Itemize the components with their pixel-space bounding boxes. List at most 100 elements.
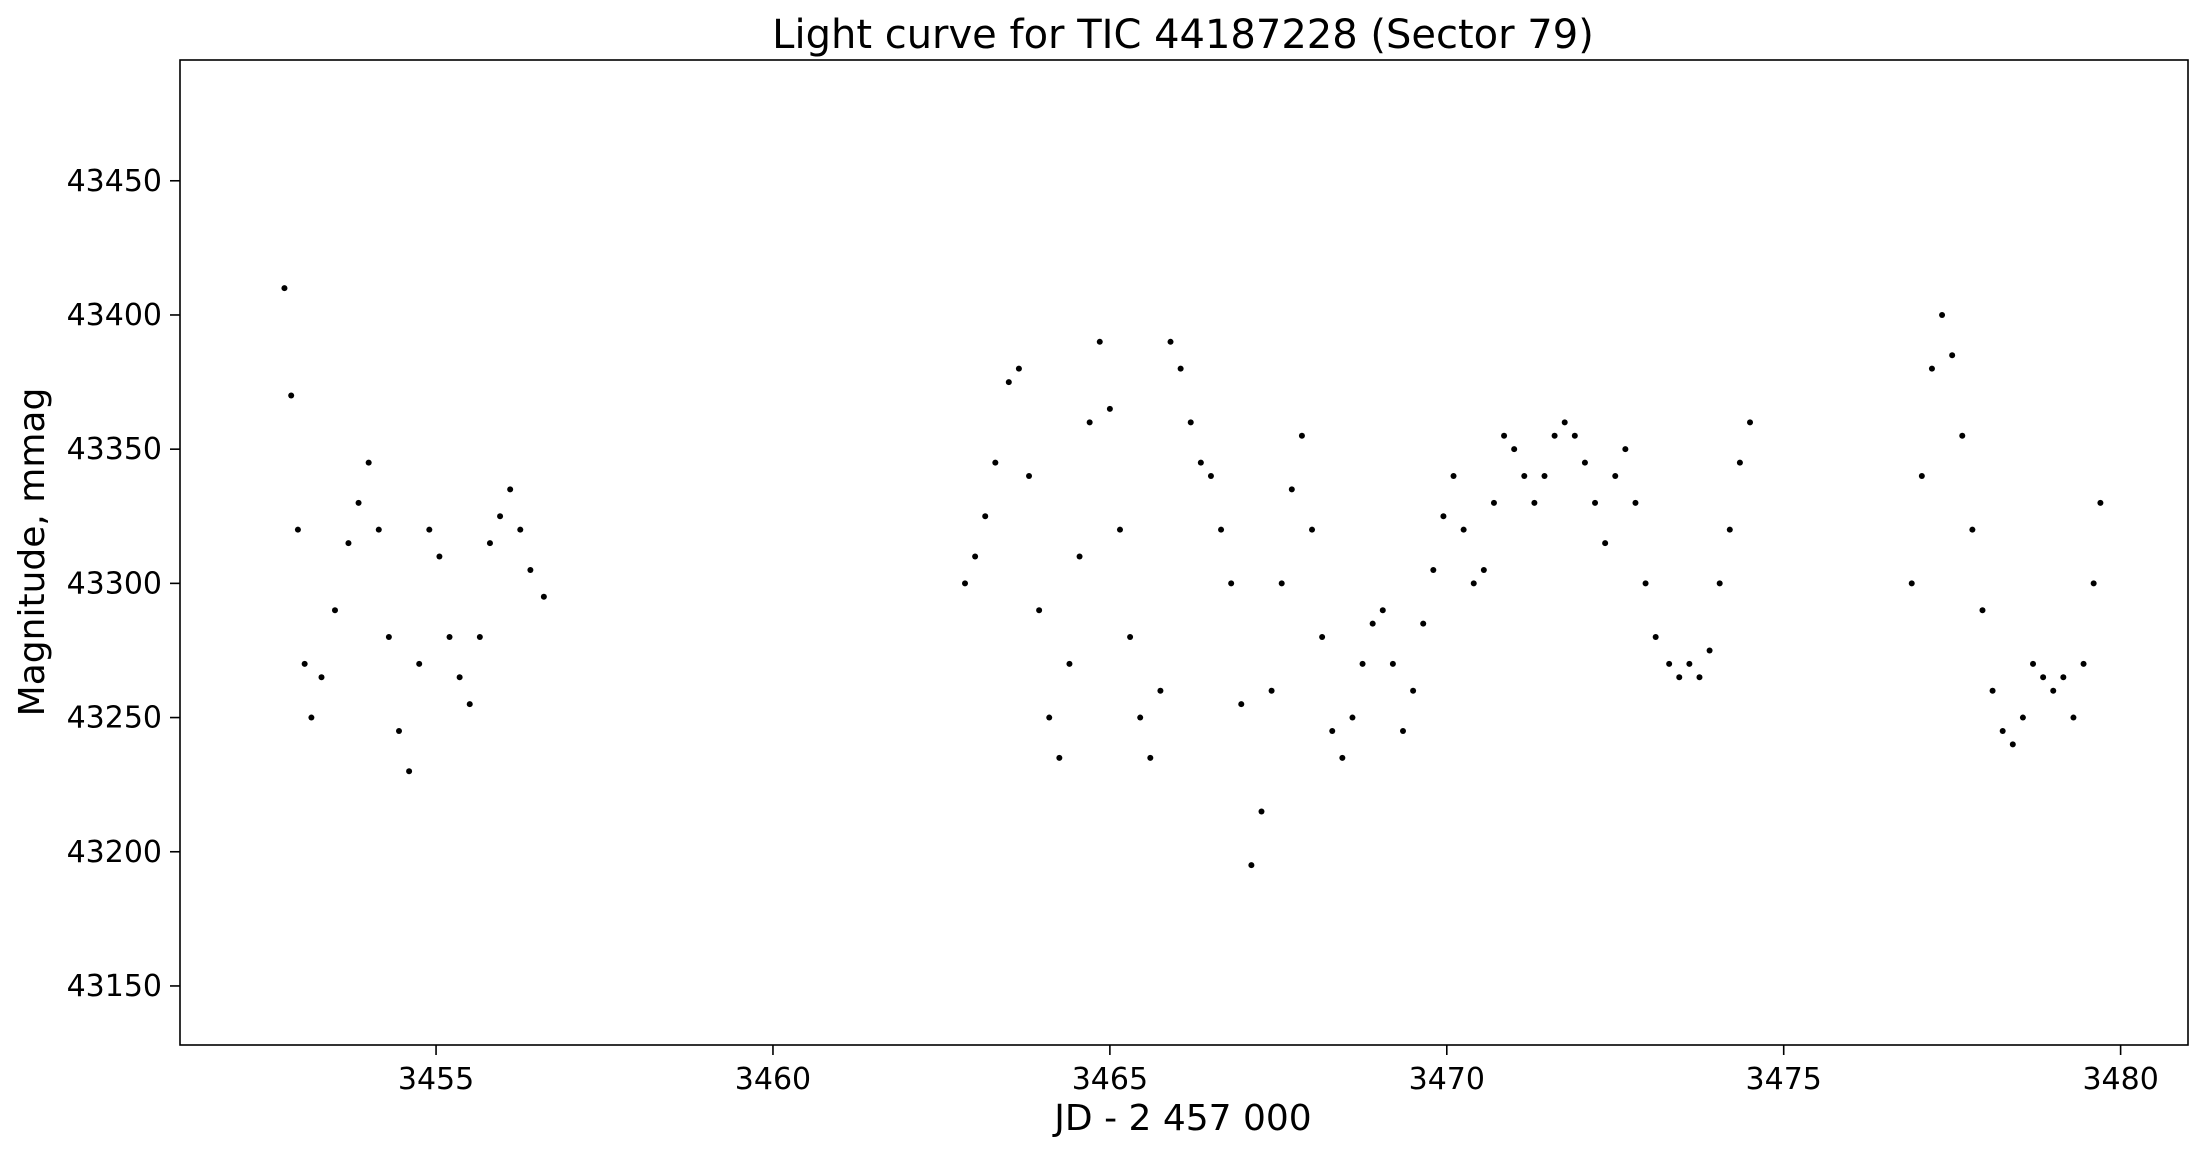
data-point [1036, 607, 1043, 614]
data-point [1046, 714, 1053, 721]
data-point [318, 674, 325, 681]
data-point [1076, 553, 1083, 560]
data-point [1716, 580, 1723, 587]
data-point [507, 486, 514, 493]
data-point [1511, 446, 1518, 453]
data-point [406, 768, 413, 775]
chart-title: Light curve for TIC 44187228 (Sector 79) [772, 12, 1594, 58]
data-point [1309, 526, 1316, 533]
data-point [1460, 526, 1467, 533]
data-point [1066, 660, 1073, 667]
data-point [476, 634, 483, 641]
x-tick-label: 3475 [1746, 1062, 1822, 1097]
data-point [1969, 526, 1976, 533]
data-point [1592, 499, 1599, 506]
data-point [1490, 499, 1497, 506]
data-point [1949, 352, 1956, 359]
data-point [375, 526, 382, 533]
data-point [2097, 499, 2104, 506]
data-point [436, 553, 443, 560]
data-point [982, 513, 989, 520]
data-point [331, 607, 338, 614]
data-point [1521, 473, 1528, 480]
y-tick-label: 43250 [67, 701, 162, 736]
x-tick-label: 3460 [735, 1062, 811, 1097]
data-point [1726, 526, 1733, 533]
data-point [1116, 526, 1123, 533]
data-point [1501, 432, 1508, 439]
data-point [1187, 419, 1194, 426]
data-point [1480, 566, 1487, 573]
data-point [1959, 432, 1966, 439]
data-point [2019, 714, 2026, 721]
data-point [1238, 701, 1245, 708]
data-point [1015, 365, 1022, 372]
data-point [1928, 365, 1935, 372]
y-tick-label: 43400 [67, 298, 162, 333]
data-point [426, 526, 433, 533]
data-point [446, 634, 453, 641]
data-point [1349, 714, 1356, 721]
data-point [1571, 432, 1578, 439]
data-point [1430, 566, 1437, 573]
data-point [365, 459, 372, 466]
data-point [2070, 714, 2077, 721]
data-point [466, 701, 473, 708]
data-point [1005, 379, 1012, 386]
data-point [1157, 687, 1164, 694]
data-point [1096, 338, 1103, 345]
data-point [992, 459, 999, 466]
data-point [1706, 647, 1713, 654]
data-point [1410, 687, 1417, 694]
data-point [1470, 580, 1477, 587]
data-point [1440, 513, 1447, 520]
x-axis-label: JD - 2 457 000 [1052, 1098, 1311, 1139]
data-point [1106, 405, 1113, 412]
data-point [1581, 459, 1588, 466]
data-point [345, 540, 352, 547]
y-axis-ticks: 43150 43200 43250 43300 43350 43400 43450 [67, 164, 180, 1004]
data-point [486, 540, 493, 547]
data-point [308, 714, 315, 721]
data-point [2090, 580, 2097, 587]
data-point [1389, 660, 1396, 667]
data-point [2009, 741, 2016, 748]
data-point [1642, 580, 1649, 587]
data-points [281, 285, 2104, 869]
data-point [1197, 459, 1204, 466]
data-point [1979, 607, 1986, 614]
data-point [2040, 674, 2047, 681]
data-point [1379, 607, 1386, 614]
data-point [1632, 499, 1639, 506]
data-point [1268, 687, 1275, 694]
data-point [1622, 446, 1629, 453]
data-point [301, 660, 308, 667]
x-tick-label: 3470 [1409, 1062, 1485, 1097]
data-point [1177, 365, 1184, 372]
x-axis-ticks: 3455 3460 3465 3470 3475 3480 [398, 1045, 2159, 1097]
data-point [395, 727, 402, 734]
data-point [2060, 674, 2067, 681]
data-point [527, 566, 534, 573]
x-tick-label: 3465 [1072, 1062, 1148, 1097]
x-tick-label: 3480 [2082, 1062, 2158, 1097]
data-point [1026, 473, 1033, 480]
data-point [1167, 338, 1174, 345]
data-point [1137, 714, 1144, 721]
x-tick-label: 3455 [398, 1062, 474, 1097]
data-point [962, 580, 969, 587]
data-point [1602, 540, 1609, 547]
y-tick-label: 43300 [67, 566, 162, 601]
data-point [385, 634, 392, 641]
data-point [517, 526, 524, 533]
data-point [1551, 432, 1558, 439]
data-point [1319, 634, 1326, 641]
data-point [1747, 419, 1754, 426]
data-point [355, 499, 362, 506]
data-point [1652, 634, 1659, 641]
y-tick-label: 43350 [67, 432, 162, 467]
data-point [1696, 674, 1703, 681]
data-point [1147, 754, 1154, 761]
data-point [1278, 580, 1285, 587]
